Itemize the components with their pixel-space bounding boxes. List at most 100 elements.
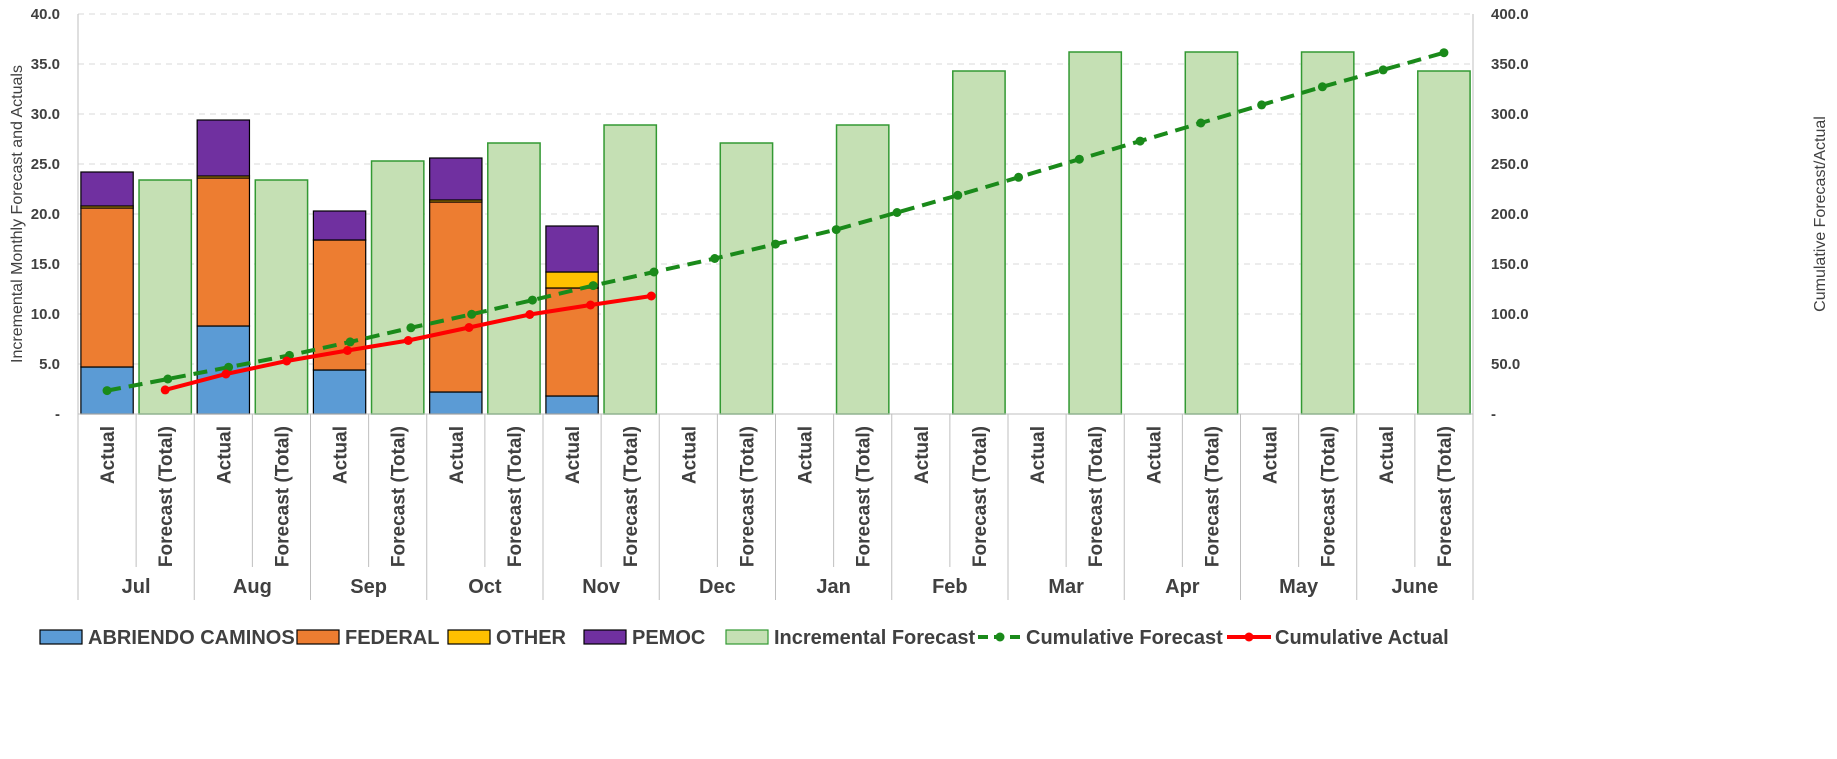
y-left-tick-label: 15.0 bbox=[31, 256, 60, 273]
cumulative-actual-point bbox=[221, 369, 231, 379]
month-label: May bbox=[1279, 576, 1319, 598]
cumulative-forecast-point bbox=[527, 295, 537, 305]
bar-actual-abriendo-caminos bbox=[312, 369, 367, 415]
axes: - 5.0 10.0 15.0 20.0 25.0 30.0 35.0 40.0 - 50.0 100… bbox=[9, 6, 1829, 423]
bar-incremental-forecast bbox=[835, 124, 890, 415]
subcategory-label: Actual bbox=[796, 426, 817, 484]
subcategory-label: Forecast (Total) bbox=[621, 426, 642, 567]
bar-actual-pemoc bbox=[312, 210, 367, 241]
month-label: June bbox=[1392, 576, 1439, 598]
cumulative-forecast-point bbox=[1135, 136, 1145, 146]
legend-label: Incremental Forecast bbox=[774, 627, 976, 649]
bar-incremental-forecast bbox=[719, 142, 774, 415]
subcategory-label: Actual bbox=[1028, 426, 1049, 484]
cumulative-forecast-point bbox=[1014, 172, 1024, 182]
legend-label: ABRIENDO CAMINOS bbox=[88, 627, 295, 649]
bar-actual-federal bbox=[196, 177, 251, 327]
cumulative-actual-point bbox=[403, 336, 413, 345]
subcategory-label: Actual bbox=[912, 426, 933, 484]
month-label: Feb bbox=[932, 576, 968, 598]
cumulative-actual-point bbox=[646, 291, 656, 301]
y-right-tick-label: 50.0 bbox=[1491, 356, 1520, 373]
month-label: Nov bbox=[582, 576, 621, 598]
y-right-tick-label: - bbox=[1491, 406, 1496, 423]
legend-label: Cumulative Forecast bbox=[1026, 627, 1223, 649]
y-left-tick-label: 5.0 bbox=[39, 356, 60, 373]
y-right-tick-label: 100.0 bbox=[1491, 306, 1529, 323]
subcategory-label: Forecast (Total) bbox=[1319, 426, 1340, 567]
legend-label: Cumulative Actual bbox=[1275, 627, 1449, 649]
cumulative-actual-point bbox=[160, 385, 170, 395]
legend: ABRIENDO CAMINOS FEDERAL OTHER PEMOC Increme… bbox=[39, 627, 1449, 649]
cumulative-forecast-point bbox=[345, 337, 355, 347]
y-left-tick-label: 20.0 bbox=[31, 206, 60, 223]
bar-actual-federal bbox=[80, 207, 134, 368]
bar-incremental-forecast bbox=[254, 179, 309, 415]
subcategory-label: Forecast (Total) bbox=[156, 426, 177, 567]
gridlines bbox=[78, 13, 1473, 365]
bar-actual-abriendo-caminos bbox=[545, 395, 599, 415]
bar-incremental-forecast bbox=[1068, 51, 1123, 415]
y-right-tick-label: 200.0 bbox=[1491, 206, 1529, 223]
cumulative-forecast-point bbox=[710, 254, 720, 263]
legend-marker bbox=[995, 632, 1005, 642]
subcategory-label: Actual bbox=[563, 426, 584, 484]
legend-label: PEMOC bbox=[632, 627, 705, 649]
legend-swatch bbox=[296, 629, 340, 645]
subcategory-label: Forecast (Total) bbox=[970, 426, 991, 567]
legend-swatch bbox=[583, 629, 627, 645]
y-right-tick-label: 150.0 bbox=[1491, 256, 1529, 273]
legend-swatch bbox=[447, 629, 491, 645]
subcategory-label: Forecast (Total) bbox=[854, 426, 875, 567]
y-left-tick-label: 40.0 bbox=[31, 6, 60, 23]
legend-label: FEDERAL bbox=[345, 627, 439, 649]
month-label: Aug bbox=[233, 576, 272, 598]
cumulative-actual-point bbox=[586, 300, 596, 310]
bar-incremental-forecast bbox=[487, 142, 541, 415]
y-left-tick-label: - bbox=[55, 406, 60, 423]
subcategory-label: Forecast (Total) bbox=[272, 426, 293, 567]
bar-incremental-forecast bbox=[1417, 70, 1471, 415]
y-left-tick-label: 10.0 bbox=[31, 306, 60, 323]
cumulative-actual-point bbox=[342, 346, 352, 355]
subcategory-label: Forecast (Total) bbox=[505, 426, 526, 567]
cumulative-forecast-point bbox=[1317, 82, 1327, 92]
bar-incremental-forecast bbox=[1184, 51, 1239, 415]
subcategory-label: Forecast (Total) bbox=[1435, 426, 1456, 567]
cumulative-forecast-point bbox=[406, 323, 416, 333]
subcategory-label: Actual bbox=[1261, 426, 1282, 484]
bar-incremental-forecast bbox=[1300, 51, 1355, 415]
cumulative-forecast-point bbox=[163, 374, 173, 384]
month-label: Jul bbox=[122, 576, 151, 598]
month-label: Sep bbox=[350, 576, 387, 598]
y-left-tick-label: 30.0 bbox=[31, 106, 60, 123]
cumulative-forecast-point bbox=[1378, 65, 1388, 75]
legend-swatch bbox=[39, 629, 83, 645]
bar-incremental-forecast bbox=[952, 70, 1006, 415]
y-left-tick-label: 25.0 bbox=[31, 156, 60, 173]
cumulative-actual-point bbox=[464, 323, 474, 332]
cumulative-forecast-point bbox=[1257, 100, 1267, 110]
cumulative-forecast-point bbox=[224, 362, 234, 372]
subcategory-label: Actual bbox=[1144, 426, 1165, 484]
subcategory-label: Forecast (Total) bbox=[1202, 426, 1223, 567]
cumulative-forecast-point bbox=[953, 190, 963, 200]
month-label: Apr bbox=[1165, 576, 1200, 598]
y-left-axis-title: Incremental Monthly Forecast and Actuals bbox=[9, 65, 26, 363]
y-right-tick-label: 300.0 bbox=[1491, 106, 1529, 123]
cumulative-forecast-point bbox=[1074, 154, 1084, 164]
subcategory-label: Forecast (Total) bbox=[1086, 426, 1107, 567]
cumulative-lines bbox=[102, 48, 1449, 396]
month-label: Oct bbox=[468, 576, 502, 598]
cumulative-forecast-point bbox=[771, 239, 780, 249]
y-right-tick-label: 350.0 bbox=[1491, 56, 1529, 73]
subcategory-label: Actual bbox=[447, 426, 468, 484]
subcategory-label: Forecast (Total) bbox=[737, 426, 758, 567]
y-left-tick-label: 35.0 bbox=[31, 56, 60, 73]
month-label: Mar bbox=[1048, 576, 1084, 598]
subcategory-label: Actual bbox=[1377, 426, 1398, 484]
cumulative-forecast-point bbox=[892, 208, 902, 217]
bar-actual-pemoc bbox=[196, 119, 251, 177]
bar-actual-pemoc bbox=[429, 157, 483, 201]
